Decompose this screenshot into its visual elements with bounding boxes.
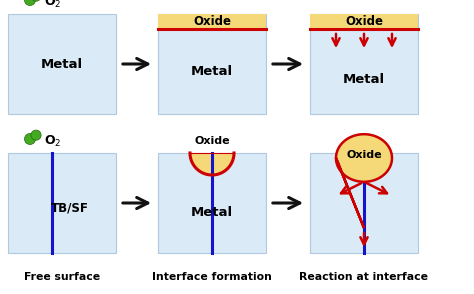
- Bar: [158, 14, 266, 29]
- Bar: [310, 14, 418, 29]
- Text: Oxide: Oxide: [345, 15, 383, 28]
- Text: O$_2$: O$_2$: [44, 0, 61, 9]
- Circle shape: [25, 0, 36, 6]
- Circle shape: [25, 133, 36, 144]
- Circle shape: [31, 0, 41, 1]
- Text: Oxide: Oxide: [346, 150, 382, 160]
- Bar: [310, 153, 418, 253]
- Text: Metal: Metal: [191, 206, 233, 220]
- Text: Metal: Metal: [191, 65, 233, 78]
- Text: Metal: Metal: [343, 73, 385, 86]
- Bar: [158, 153, 266, 253]
- Bar: [8, 14, 116, 114]
- Circle shape: [31, 130, 41, 140]
- Bar: [8, 153, 116, 253]
- Text: O$_2$: O$_2$: [44, 133, 61, 148]
- Bar: [310, 14, 418, 114]
- Bar: [158, 14, 266, 114]
- Polygon shape: [336, 134, 392, 228]
- Text: Free surface: Free surface: [24, 272, 100, 282]
- Text: Oxide: Oxide: [194, 136, 230, 146]
- Text: Metal: Metal: [41, 58, 83, 71]
- Text: Reaction at interface: Reaction at interface: [300, 272, 428, 282]
- Text: TB/SF: TB/SF: [51, 201, 89, 215]
- Text: Oxide: Oxide: [193, 15, 231, 28]
- Polygon shape: [190, 153, 234, 175]
- Text: Interface formation: Interface formation: [152, 272, 272, 282]
